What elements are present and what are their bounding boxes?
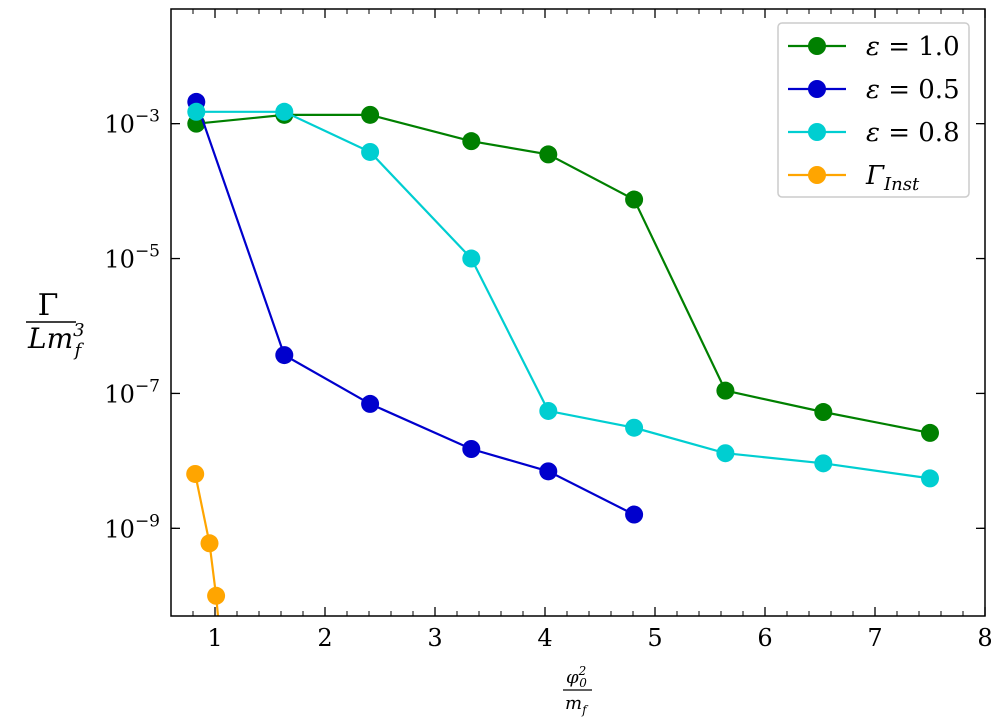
legend-marker-3 — [808, 166, 826, 184]
x-tick-label: 4 — [537, 624, 552, 652]
data-point-0-2 — [361, 105, 380, 124]
y-tick-label: 10−3 — [104, 107, 160, 139]
legend: ε = 1.0 ε = 0.5 ε = 0.8 ΓInst — [777, 22, 970, 198]
legend-label-3: ΓInst — [865, 161, 920, 195]
x-tick-label: 8 — [977, 624, 992, 652]
y-tick-label: 10−5 — [104, 242, 160, 274]
legend-label-0: ε = 1.0 — [866, 32, 960, 62]
y-axis-label: Γ Lm3 f — [26, 288, 85, 361]
data-point-0-8 — [921, 423, 939, 442]
data-point-2-6 — [716, 444, 735, 463]
legend-marker-2 — [808, 123, 826, 141]
plot-frame — [170, 8, 986, 617]
x-axis-label-denominator: mf — [565, 693, 589, 717]
series-line-3 — [194, 473, 220, 616]
data-point-2-3 — [462, 249, 481, 268]
legend-entries: ε = 1.0 ε = 0.5 ε = 0.8 ΓInst — [788, 32, 960, 195]
legend-marker-1 — [808, 80, 826, 98]
series-layer — [186, 92, 939, 616]
data-point-2-7 — [814, 454, 833, 473]
data-point-3-2 — [207, 586, 226, 605]
x-axis-label: φ2 0 mf — [563, 664, 592, 717]
data-point-2-2 — [361, 142, 380, 161]
data-point-1-5 — [625, 505, 644, 524]
data-point-0-5 — [625, 190, 644, 209]
legend-marker-0 — [808, 37, 826, 55]
y-tick-label: 10−7 — [104, 376, 160, 408]
x-tick-label: 1 — [207, 624, 222, 652]
data-point-2-1 — [275, 102, 294, 121]
legend-label-2: ε = 0.8 — [866, 118, 960, 148]
x-tick-label: 7 — [867, 624, 882, 652]
data-point-2-8 — [921, 469, 939, 488]
legend-label-1: ε = 0.5 — [866, 75, 960, 105]
data-point-0-4 — [539, 145, 558, 164]
data-point-1-1 — [275, 346, 294, 365]
x-tick-label: 6 — [757, 624, 772, 652]
data-point-0-6 — [716, 381, 735, 400]
data-point-2-4 — [539, 401, 558, 420]
data-point-1-2 — [361, 394, 380, 413]
series-line-1 — [195, 101, 635, 516]
y-tick-label: 10−9 — [104, 511, 160, 543]
x-tick-label: 2 — [317, 624, 332, 652]
data-point-2-0 — [187, 102, 206, 121]
ticks-layer: 1 2 3 4 5 6 7 8 10−3 10−5 10−7 10−9 — [104, 9, 993, 652]
data-point-3-0 — [186, 464, 205, 483]
x-axis-label-numerator: φ2 0 — [566, 664, 587, 690]
data-point-1-4 — [539, 462, 558, 481]
data-point-3-1 — [200, 534, 219, 553]
data-point-0-3 — [462, 132, 481, 151]
y-axis-label-denominator: Lm3 f — [27, 320, 85, 361]
y-axis-label-numerator: Γ — [38, 288, 59, 323]
data-point-0-7 — [814, 403, 833, 422]
x-tick-label: 3 — [427, 624, 442, 652]
data-point-1-3 — [462, 440, 481, 459]
legend-box — [777, 22, 970, 198]
x-tick-label: 5 — [647, 624, 662, 652]
data-point-2-5 — [625, 418, 644, 437]
